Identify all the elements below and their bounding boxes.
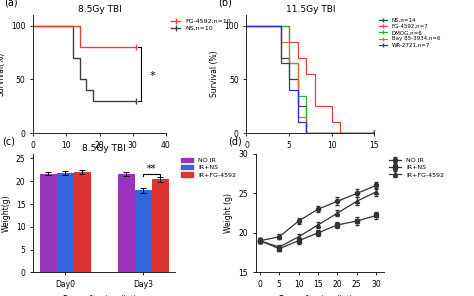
X-axis label: Days after irradiation: Days after irradiation — [279, 295, 361, 296]
Legend: FG-4592,n=10, NS,n=10: FG-4592,n=10, NS,n=10 — [170, 18, 232, 32]
Title: 8.5Gy TBI: 8.5Gy TBI — [78, 5, 121, 14]
Title: 11.5Gy TBI: 11.5Gy TBI — [286, 5, 335, 14]
Bar — [118, 174, 135, 272]
Bar — [135, 190, 152, 272]
X-axis label: Days after irradiation: Days after irradiation — [63, 295, 146, 296]
Title: 8.5Gy TBI: 8.5Gy TBI — [82, 144, 126, 153]
Y-axis label: Survival (%): Survival (%) — [210, 51, 219, 97]
Legend: NO IR, IR+NS, IR+FG-4592: NO IR, IR+NS, IR+FG-4592 — [180, 157, 237, 178]
Text: (a): (a) — [4, 0, 18, 7]
Text: (c): (c) — [2, 136, 15, 147]
Legend: NS,n=14, FG-4592,n=7, DMOG,n=6, Bay 85-3934,n=6, WR-2721,n=7: NS,n=14, FG-4592,n=7, DMOG,n=6, Bay 85-3… — [379, 17, 441, 48]
Y-axis label: Weight (g): Weight (g) — [224, 193, 233, 233]
Text: *: * — [150, 71, 155, 81]
Bar — [74, 172, 91, 272]
Legend: NO IR, IR+NS, IR+FG-4592: NO IR, IR+NS, IR+FG-4592 — [388, 157, 445, 178]
Text: (b): (b) — [219, 0, 232, 7]
X-axis label: Days after irradiation: Days after irradiation — [58, 155, 141, 164]
Bar — [40, 173, 57, 272]
Text: **: ** — [147, 163, 156, 173]
Bar — [57, 173, 74, 272]
X-axis label: Days after irradiation: Days after irradiation — [269, 155, 352, 164]
Y-axis label: Weight(g): Weight(g) — [1, 194, 10, 232]
Text: (d): (d) — [228, 136, 242, 147]
Y-axis label: Survival(%): Survival(%) — [0, 52, 6, 96]
Bar — [152, 179, 169, 272]
